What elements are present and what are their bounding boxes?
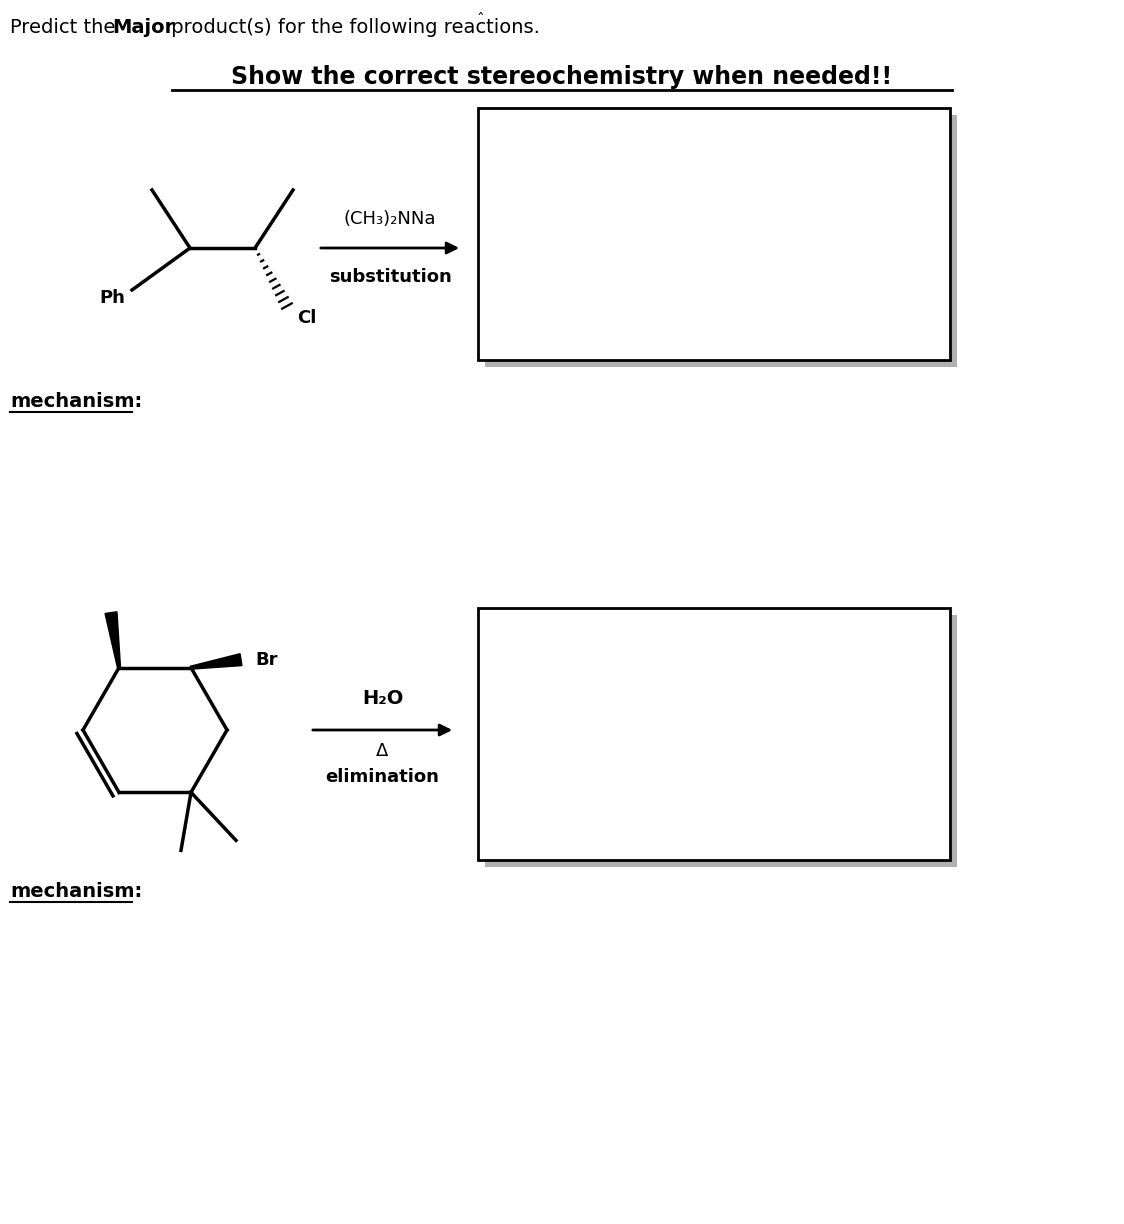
- Text: H₂O: H₂O: [362, 689, 404, 707]
- Text: Ph: Ph: [99, 289, 125, 307]
- Text: ˆ: ˆ: [477, 13, 484, 28]
- Text: elimination: elimination: [326, 767, 439, 786]
- Text: mechanism:: mechanism:: [10, 392, 143, 411]
- Text: Δ: Δ: [377, 742, 389, 760]
- Polygon shape: [191, 654, 242, 670]
- Bar: [478, 608, 950, 860]
- Bar: [478, 108, 950, 360]
- Text: Predict the: Predict the: [10, 18, 121, 37]
- Text: (CH₃)₂NNa: (CH₃)₂NNa: [344, 211, 436, 228]
- Text: mechanism:: mechanism:: [10, 883, 143, 901]
- Polygon shape: [105, 612, 120, 668]
- Text: Major: Major: [112, 18, 174, 37]
- Text: substitution: substitution: [328, 268, 452, 286]
- Bar: [484, 115, 957, 367]
- Text: Br: Br: [255, 651, 278, 668]
- Text: product(s) for the following reactions.: product(s) for the following reactions.: [165, 18, 540, 37]
- Text: Cl: Cl: [298, 308, 317, 327]
- Text: Show the correct stereochemistry when needed!!: Show the correct stereochemistry when ne…: [232, 65, 892, 89]
- Bar: [484, 614, 957, 867]
